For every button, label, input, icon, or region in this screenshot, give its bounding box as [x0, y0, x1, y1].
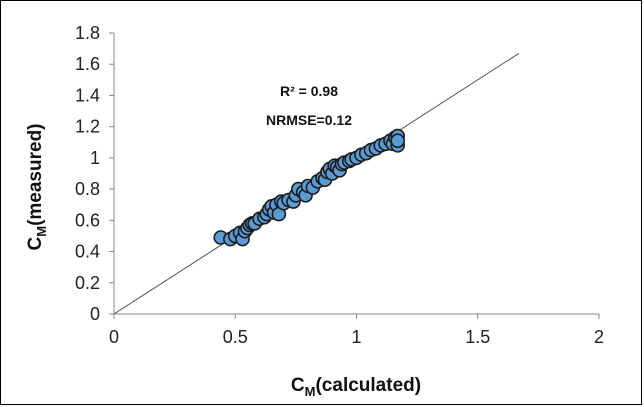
x-axis-title-sub: M [305, 384, 316, 399]
y-tick-label: 0.8 [75, 179, 100, 199]
x-tick-label: 1 [351, 327, 361, 347]
y-tick-label: 1.2 [75, 117, 100, 137]
tick-labels: 0 0.5 1 1.5 2 0 0.2 0.4 0.6 0.8 1 1.2 1.4 1.6 1.8 [75, 23, 604, 347]
axes [113, 33, 599, 315]
y-tick-label: 0.6 [75, 210, 100, 230]
x-axis-title: CM(calculated) [291, 375, 421, 399]
x-tick-label: 2 [594, 327, 604, 347]
y-axis-title-sub: M [34, 226, 49, 237]
y-tick-label: 1.4 [75, 85, 100, 105]
y-tick-label: 0.2 [75, 273, 100, 293]
x-axis-title-rest: (calculated) [315, 375, 421, 396]
y-tick-label: 1.8 [75, 23, 100, 43]
y-tick-label: 1.6 [75, 54, 100, 74]
y-axis-title-rest: (measured) [25, 124, 46, 226]
x-axis-title-main: C [291, 375, 305, 396]
nrmse-annotation: NRMSE=0.12 [266, 112, 352, 128]
y-tick-label: 0 [90, 304, 100, 324]
r-squared-annotation: R² = 0.98 [280, 83, 338, 99]
y-axis-title: CM(measured) [25, 124, 49, 251]
y-axis-title-main: C [25, 237, 46, 251]
data-point [390, 133, 406, 149]
x-tick-label: 0 [109, 327, 119, 347]
data-points [213, 128, 406, 247]
x-tick-label: 1.5 [465, 327, 490, 347]
y-tick-label: 1 [90, 148, 100, 168]
x-tick-label: 0.5 [223, 327, 248, 347]
y-tick-label: 0.4 [75, 242, 100, 262]
